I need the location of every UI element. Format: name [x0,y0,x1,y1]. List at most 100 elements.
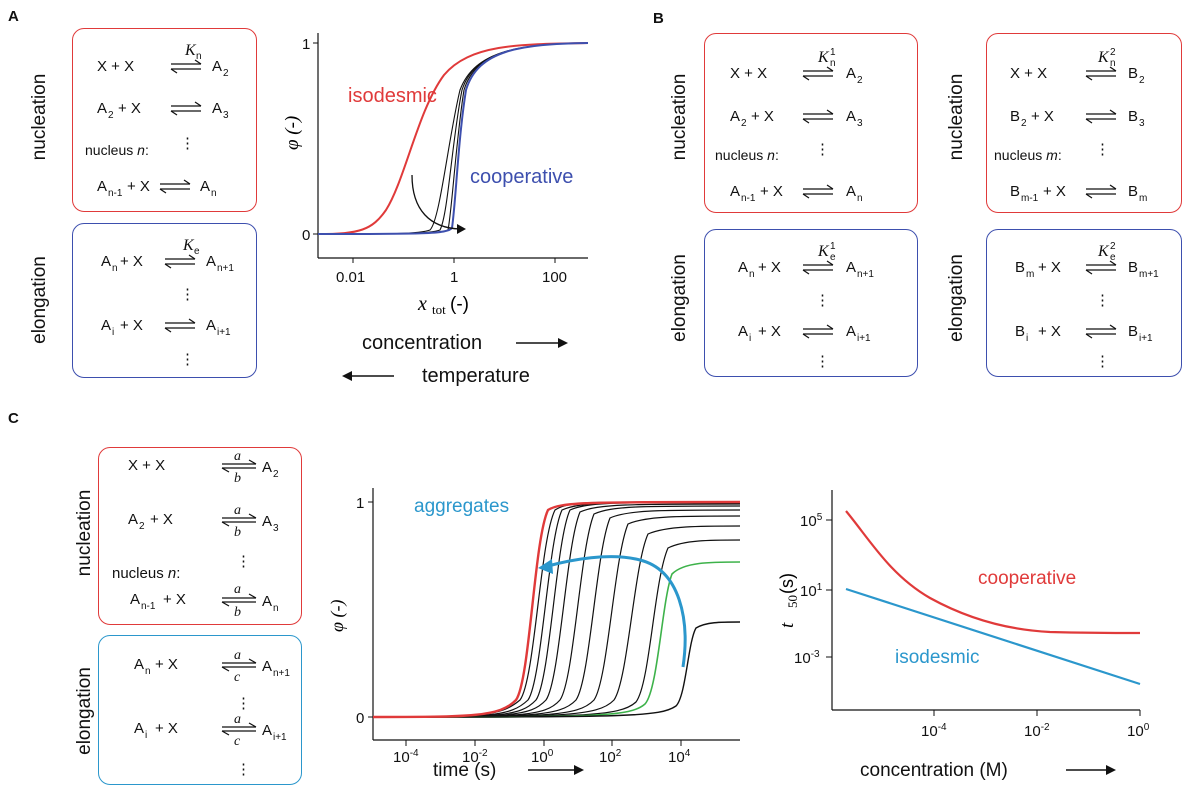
svg-text:A: A [212,100,222,117]
svg-text:2: 2 [857,75,863,86]
plot-a-curved-arrow [411,174,461,230]
svg-text:A: A [101,317,111,334]
svg-text:+ X: + X [751,108,774,125]
svg-text:c: c [234,734,241,749]
svg-text:B: B [1015,323,1025,340]
plot-c2-ytick-label: 105 [800,512,823,530]
svg-text:n+1: n+1 [217,263,234,274]
svg-text:b: b [234,471,241,486]
svg-text:A: A [97,100,107,117]
svg-text:n: n [857,193,863,204]
svg-text:nucleus n:: nucleus n: [85,142,149,158]
svg-text:n: n [830,58,836,69]
svg-text:A: A [130,591,140,608]
svg-text:X + X: X + X [1010,65,1047,82]
svg-text:n: n [211,188,217,199]
svg-text:A: A [262,722,272,739]
svg-text:A: A [97,178,107,195]
svg-text:A: A [262,593,272,610]
svg-text:3: 3 [223,110,229,121]
plot-c2-ytick-label: 101 [800,582,823,600]
svg-text:A: A [730,108,740,125]
svg-text:B: B [1010,108,1020,125]
svg-text:n-1: n-1 [141,601,156,612]
svg-text:2: 2 [223,68,229,79]
svg-text:A: A [206,317,216,334]
concentration-label-a: concentration [362,332,482,354]
svg-text:B: B [1128,65,1138,82]
plot-c1-ytick-1: 1 [356,495,364,512]
plot-a-ylabel: φ (-) [282,116,303,150]
svg-text:A: A [738,259,748,276]
svg-text:K: K [817,49,830,66]
svg-text:i+1: i+1 [217,327,231,338]
svg-text:K: K [184,42,197,59]
svg-text:e: e [194,246,200,257]
svg-text:B: B [1128,183,1138,200]
svg-text:+ X: + X [1031,108,1054,125]
svg-text:A: A [262,658,272,675]
svg-text:+ X: + X [163,591,186,608]
plot-a-xlabel: x [417,293,427,315]
plot-a-xtick-1: 1 [450,269,458,286]
svg-text:nucleus n:: nucleus n: [715,147,779,163]
plot-c2-xlabel: concentration (M) [860,760,1008,781]
svg-text:A: A [206,253,216,270]
svg-text:⋮: ⋮ [1095,141,1110,158]
cooperative-label-c: cooperative [978,568,1076,589]
svg-text:m+1: m+1 [1139,269,1159,280]
svg-text:A: A [846,259,856,276]
svg-text:i: i [1026,333,1028,344]
svg-text:K: K [1097,243,1110,260]
elongation-box-a [72,223,257,378]
plot-a-ytick-0: 0 [302,227,310,244]
svg-text:X + X: X + X [730,65,767,82]
plot-c1-ytick-0: 0 [356,710,364,727]
svg-text:+ X: + X [150,511,173,528]
svg-text:A: A [846,323,856,340]
svg-text:m-1: m-1 [1021,193,1039,204]
cooperative-curve-c [845,510,1141,635]
svg-text:A: A [730,183,740,200]
svg-text:n: n [145,666,151,677]
svg-text:X + X: X + X [128,457,165,474]
isodesmic-curve-c [845,587,1141,686]
svg-text:A: A [212,58,222,75]
svg-text:m: m [1026,269,1034,280]
cooperative-label-a: cooperative [470,166,573,188]
svg-text:a: a [234,648,241,663]
svg-text:i+1: i+1 [857,333,871,344]
svg-text:a: a [234,582,241,597]
svg-text:2: 2 [1021,118,1027,129]
svg-text:X + X: X + X [97,58,134,75]
plot-c2-ylabel: t [777,622,798,628]
svg-text:A: A [101,253,111,270]
svg-text:1: 1 [830,241,836,252]
svg-text:2: 2 [1139,75,1145,86]
plot-c2-xtick-label: 10-2 [1024,722,1050,740]
svg-text:⋮: ⋮ [815,353,830,370]
panel-label-c: C [8,410,19,427]
svg-text:i: i [145,730,147,741]
svg-text:2: 2 [1110,47,1116,58]
panel-label-b: B [653,10,664,27]
svg-text:A: A [262,513,272,530]
svg-text:B: B [1015,259,1025,276]
plot-c1-ylabel: φ (-) [327,600,348,632]
svg-text:2: 2 [741,118,747,129]
svg-text:i: i [112,327,114,338]
elongation-box-b1 [704,229,918,377]
svg-text:a: a [234,449,241,464]
svg-text:nucleus n:: nucleus n: [112,565,180,582]
svg-text:n: n [749,269,755,280]
svg-text:n: n [196,51,202,62]
temperature-label-a: temperature [422,365,530,387]
svg-text:A: A [200,178,210,195]
svg-text:e: e [1110,252,1116,263]
svg-text:A: A [846,65,856,82]
svg-text:n-1: n-1 [108,188,123,199]
svg-text:+ X: + X [155,656,178,673]
svg-text:B: B [1010,183,1020,200]
